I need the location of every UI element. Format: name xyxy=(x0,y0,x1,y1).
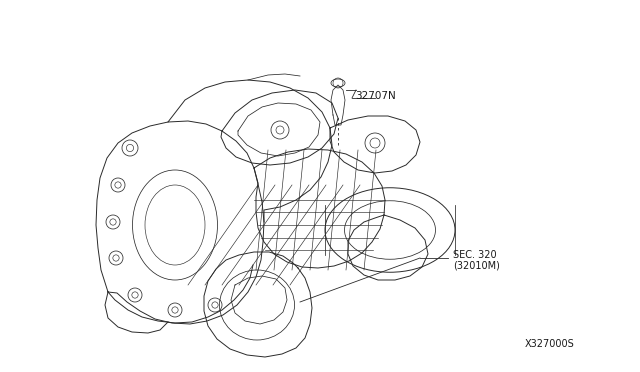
Text: X327000S: X327000S xyxy=(524,339,574,349)
Text: (32010M): (32010M) xyxy=(453,261,500,271)
Text: 32707N: 32707N xyxy=(355,91,396,101)
Text: SEC. 320: SEC. 320 xyxy=(453,250,497,260)
